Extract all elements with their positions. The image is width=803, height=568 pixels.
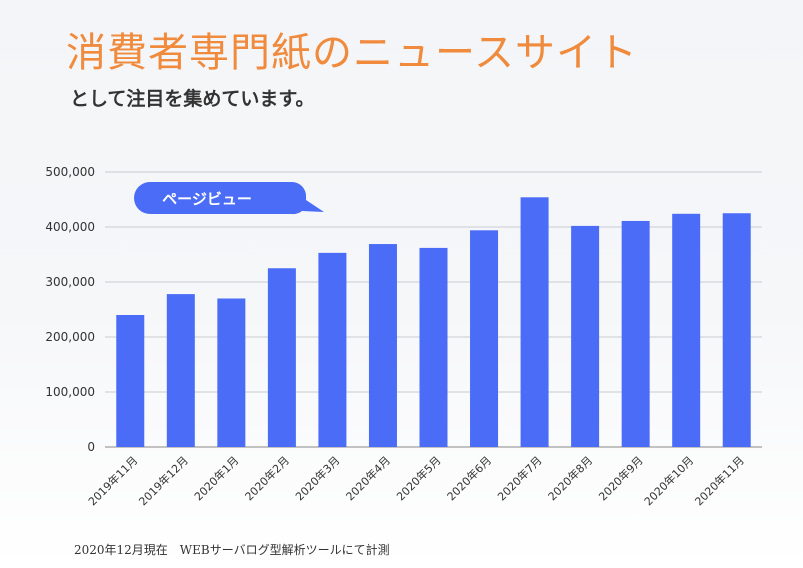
bar xyxy=(419,247,448,447)
legend-label: ページビュー xyxy=(162,190,252,208)
x-tick-label: 2020年3月 xyxy=(292,453,342,503)
bar xyxy=(672,213,701,447)
bar xyxy=(368,244,397,447)
x-tick-label: 2020年11月 xyxy=(692,453,747,508)
x-tick-label: 2020年10月 xyxy=(641,453,696,508)
x-tick-label: 2020年1月 xyxy=(191,453,241,503)
x-tick-label: 2020年7月 xyxy=(494,453,544,503)
x-tick-label: 2020年5月 xyxy=(393,453,443,503)
x-tick-label: 2020年2月 xyxy=(242,453,292,503)
x-tick-label: 2020年8月 xyxy=(545,453,595,503)
bar xyxy=(520,197,549,447)
footnote: 2020年12月現在 WEBサーバログ型解析ツールにて計測 xyxy=(74,543,390,557)
y-tick-label: 100,000 xyxy=(45,385,95,399)
y-axis-ticks: 0 100,000 200,000 300,000 400,000 500,000 xyxy=(45,165,95,454)
bar xyxy=(267,268,296,447)
bar xyxy=(217,298,246,447)
x-tick-label: 2019年12月 xyxy=(136,453,191,508)
bar xyxy=(318,252,347,447)
y-tick-label: 400,000 xyxy=(45,220,95,234)
bars xyxy=(116,197,751,447)
bar xyxy=(722,213,751,447)
legend-bubble: ページビュー xyxy=(134,182,324,215)
x-tick-label: 2020年9月 xyxy=(596,453,646,503)
x-tick-label: 2020年6月 xyxy=(444,453,494,503)
bar xyxy=(116,315,145,447)
bar xyxy=(621,220,650,447)
page-subtitle: として注目を集めています。 xyxy=(70,88,315,110)
y-tick-label: 300,000 xyxy=(45,275,95,289)
bar xyxy=(470,230,499,447)
bar xyxy=(166,294,195,447)
bar xyxy=(571,225,600,447)
y-tick-label: 200,000 xyxy=(45,330,95,344)
x-tick-label: 2020年4月 xyxy=(343,453,393,503)
x-tick-label: 2019年11月 xyxy=(85,453,140,508)
y-tick-label: 500,000 xyxy=(45,165,95,179)
y-tick-label: 0 xyxy=(87,440,95,454)
page-title: 消費者専門紙のニュースサイト xyxy=(66,30,638,76)
legend-bubble-shape xyxy=(134,182,324,215)
